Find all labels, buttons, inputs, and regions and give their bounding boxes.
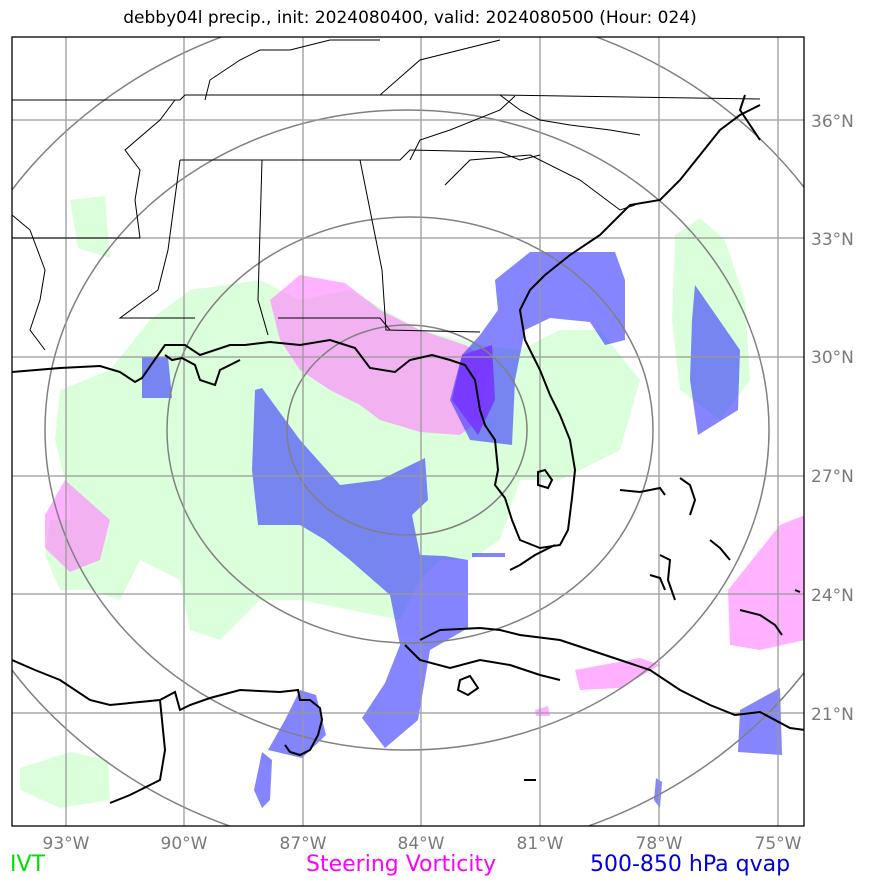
longitude-labels: 93°W 90°W 87°W 84°W 81°W 78°W 75°W	[43, 834, 802, 854]
legend-ivt: IVT	[10, 852, 45, 877]
lon-label-90w: 90°W	[161, 834, 208, 854]
lat-label-27n: 27°N	[811, 467, 854, 487]
latitude-labels: 36°N 33°N 30°N 27°N 24°N 21°N	[811, 112, 854, 725]
range-rings	[12, 37, 804, 826]
lat-label-24n: 24°N	[811, 586, 854, 606]
map-layers	[12, 37, 804, 826]
lon-label-84w: 84°W	[398, 834, 445, 854]
lon-label-78w: 78°W	[636, 834, 683, 854]
lon-label-75w: 75°W	[755, 834, 802, 854]
graticule	[12, 37, 804, 826]
lon-label-81w: 81°W	[517, 834, 564, 854]
lat-label-21n: 21°N	[811, 705, 854, 725]
map-frame	[11, 36, 805, 827]
lat-label-33n: 33°N	[811, 230, 854, 250]
lat-label-36n: 36°N	[811, 112, 854, 132]
legend-qvap: 500-850 hPa qvap	[590, 852, 791, 877]
lon-label-87w: 87°W	[280, 834, 327, 854]
legend-steering-vorticity: Steering Vorticity	[306, 852, 497, 877]
overlap-core	[452, 345, 495, 435]
coastlines	[12, 94, 804, 804]
map-title: debby04l precip., init: 2024080400, vali…	[123, 8, 697, 28]
state-boundaries	[12, 39, 761, 351]
lon-label-93w: 93°W	[43, 834, 90, 854]
lat-label-30n: 30°N	[811, 348, 854, 368]
